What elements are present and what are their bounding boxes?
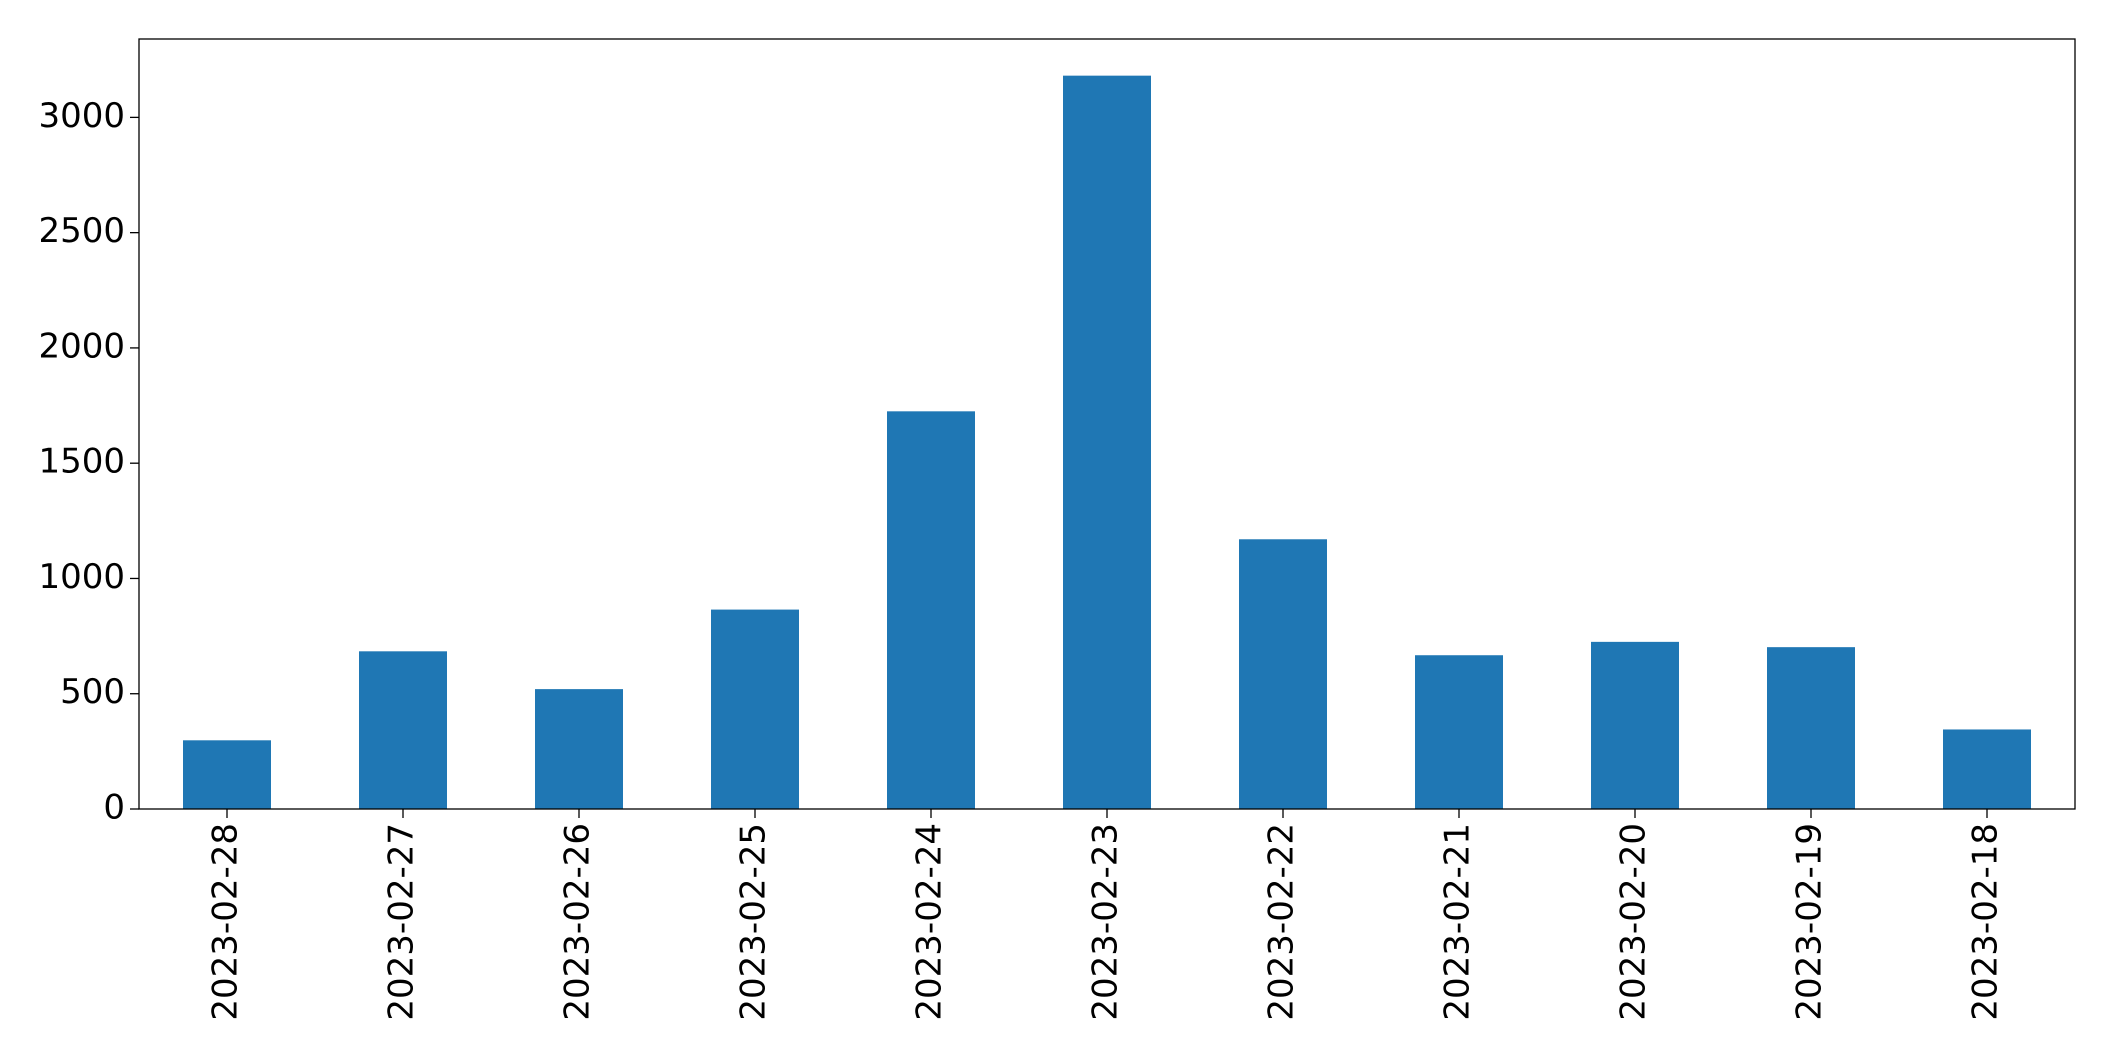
bar: [1767, 647, 1855, 809]
bar: [535, 689, 623, 809]
bar: [1943, 729, 2031, 809]
plot-frame: [138, 38, 2076, 810]
y-tick-label: 1000: [38, 557, 125, 597]
x-tick-label: 2023-02-20: [1614, 823, 1654, 1021]
y-tick-label: 0: [103, 788, 125, 828]
x-tick-label: 2023-02-25: [734, 823, 774, 1021]
bar: [359, 651, 447, 809]
y-tick-label: 3000: [38, 96, 125, 136]
y-tick-label: 2000: [38, 326, 125, 366]
x-tick-label: 2023-02-22: [1262, 823, 1302, 1021]
bar: [887, 411, 975, 809]
x-tick-label: 2023-02-26: [558, 823, 598, 1021]
x-tick-label: 2023-02-19: [1790, 823, 1830, 1021]
y-tick-label: 1500: [38, 442, 125, 482]
x-tick-label: 2023-02-21: [1438, 823, 1478, 1021]
x-tick-label: 2023-02-23: [1086, 823, 1126, 1021]
x-tick-label: 2023-02-24: [910, 823, 950, 1021]
x-tick-label: 2023-02-28: [206, 823, 246, 1021]
x-tick-label: 2023-02-18: [1966, 823, 2006, 1021]
bar: [1063, 75, 1151, 809]
x-tick-label: 2023-02-27: [382, 823, 422, 1021]
y-tick-label: 2500: [38, 211, 125, 251]
bar: [1239, 539, 1327, 809]
bar: [183, 740, 271, 809]
bar: [711, 609, 799, 809]
bar: [1415, 655, 1503, 809]
bar: [1591, 641, 1679, 809]
y-tick-label: 500: [60, 672, 125, 712]
